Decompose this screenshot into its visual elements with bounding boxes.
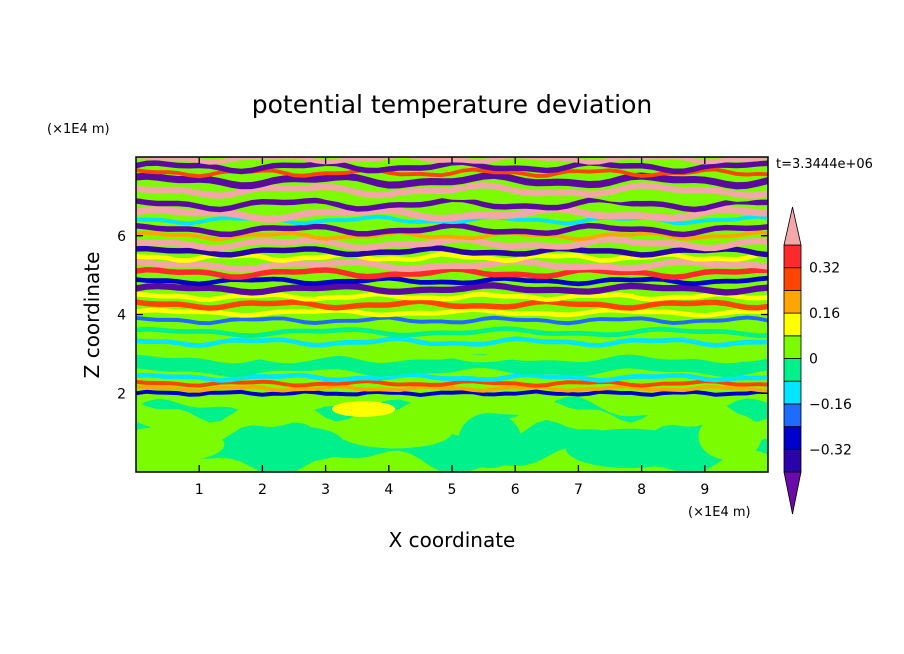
field-cell [565,428,693,469]
x-tick-label: 1 [195,482,204,498]
colorbar-under-arrow [783,471,802,515]
y-tick-label: 4 [117,308,126,324]
y-tick-label: 2 [117,386,126,402]
field-band [136,315,768,326]
y-axis-label: Z coordinate [80,252,104,379]
colorbar-segment [783,426,802,450]
field-band [136,222,768,238]
heatmap-field [136,157,768,472]
field-band [136,159,768,175]
colorbar-tick-label: 0.32 [809,261,840,277]
colorbar-over-arrow [783,206,802,246]
colorbar-segment [783,380,802,405]
field-band [136,282,768,296]
field-band [136,291,768,302]
x-unit-label: (×1E4 m) [688,505,751,520]
field-band [136,245,768,258]
colorbar-segment [783,267,802,291]
field-band [136,344,768,364]
chart-title: potential temperature deviation [252,90,652,119]
x-tick-label: 9 [700,482,709,498]
field-band [136,190,768,203]
field-band [136,258,768,273]
field-cell [331,401,396,417]
field-band [136,275,768,287]
field-cell [338,416,452,449]
colorbar-tick-label: 0 [809,352,818,368]
field-band [136,235,768,252]
time-label: t=3.3444e+06 [776,157,873,172]
y-axis: 2 4 6 [117,229,768,402]
x-tick-label: 8 [637,482,646,498]
field-band [136,182,768,199]
colorbar-segment [783,403,802,427]
field-cell [698,412,762,461]
field-band [136,205,768,223]
x-tick-label: 6 [511,482,520,498]
colorbar-segment [783,312,802,337]
field-band [136,230,768,242]
colorbar-tick-label: −0.16 [809,397,852,413]
colorbar-segment [783,244,802,269]
colorbar-tick-label: 0.16 [809,306,840,322]
x-tick-label: 4 [384,482,393,498]
x-axis: 1 2 3 4 5 6 7 8 9 [195,157,709,498]
colorbar: 0.32 0.16 0 −0.16 −0.32 [783,206,852,515]
field-cell [458,412,522,469]
colorbar-segment [783,448,802,473]
colorbar-tick-label: −0.32 [809,442,852,458]
x-tick-label: 3 [321,482,330,498]
colorbar-segment [783,289,802,314]
field-band [136,326,768,339]
field-band [136,372,768,383]
field-band [136,307,768,318]
field-cell [256,426,345,463]
x-tick-label: 5 [448,482,457,498]
field-band [136,336,768,348]
field-cell [136,426,225,463]
x-tick-label: 2 [258,482,267,498]
colorbar-segment [783,335,802,359]
field-band [136,167,768,179]
x-axis-label: X coordinate [389,528,516,552]
y-tick-label: 6 [117,229,126,245]
field-band [136,384,768,393]
field-band [136,251,768,264]
y-unit-label: (×1E4 m) [47,122,110,137]
field-band [136,298,768,311]
x-tick-label: 7 [574,482,583,498]
colorbar-segment [783,358,802,382]
